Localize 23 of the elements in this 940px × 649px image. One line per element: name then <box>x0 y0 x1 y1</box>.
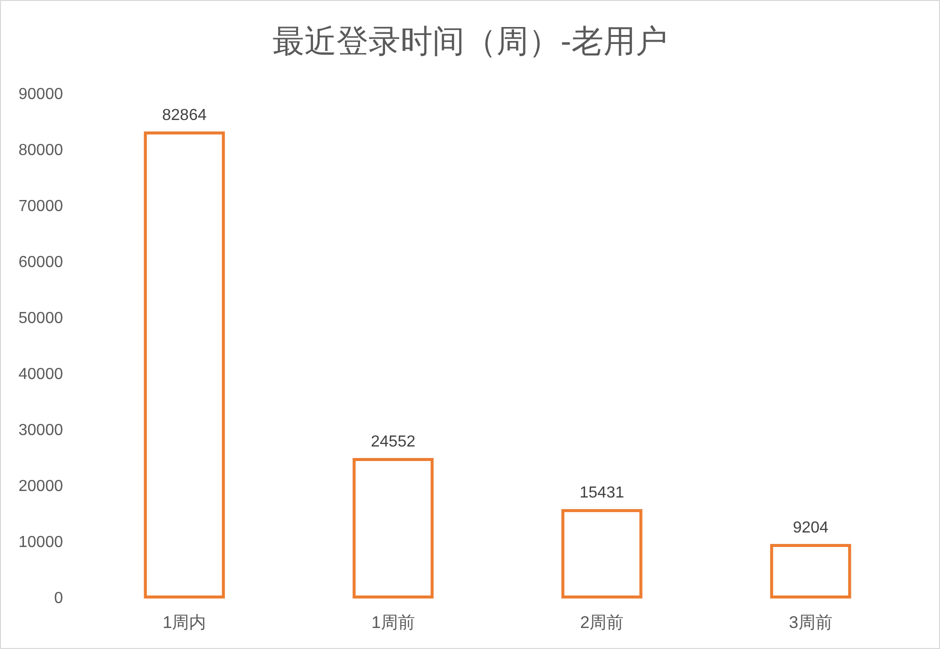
y-tick-label: 40000 <box>18 366 64 383</box>
y-tick-label: 0 <box>54 590 64 607</box>
y-tick-label: 10000 <box>18 534 64 551</box>
x-tick-label: 1周前 <box>371 613 415 632</box>
x-tick-label: 2周前 <box>580 613 624 632</box>
y-tick-label: 20000 <box>18 478 64 495</box>
data-label: 15431 <box>580 484 624 502</box>
y-tick-label: 50000 <box>18 310 64 327</box>
y-tick-label: 80000 <box>18 142 64 159</box>
bar <box>144 131 225 598</box>
bar <box>561 509 642 598</box>
x-tick-label: 3周前 <box>788 613 832 632</box>
bar <box>352 458 434 598</box>
y-tick-label: 60000 <box>18 254 64 271</box>
chart-title: 最近登录时间（周）-老用户 <box>272 23 668 59</box>
data-label: 82864 <box>162 106 207 124</box>
bar <box>770 544 852 598</box>
x-tick-label: 1周内 <box>162 613 206 632</box>
y-tick-label: 90000 <box>18 86 64 103</box>
y-tick-label: 70000 <box>18 198 64 215</box>
data-label: 24552 <box>370 434 416 451</box>
y-tick-label: 30000 <box>18 422 64 439</box>
data-label: 9204 <box>792 519 829 536</box>
